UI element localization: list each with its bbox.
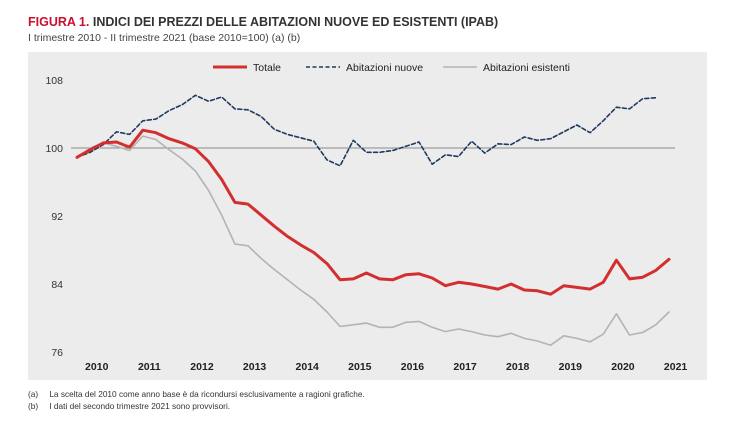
y-tick-label: 108 [45,75,63,87]
x-tick-label: 2017 [453,361,477,373]
x-tick-label: 2013 [243,361,267,373]
legend-label: Abitazioni nuove [346,62,423,74]
x-tick-label: 2012 [190,361,214,373]
footnote-a: (a) La scelta del 2010 come anno base è … [28,388,365,400]
chart-background [28,52,707,380]
figure-title-text: INDICI DEI PREZZI DELLE ABITAZIONI NUOVE… [92,15,499,29]
x-tick-label: 2021 [664,361,688,373]
y-tick-label: 84 [51,279,63,291]
x-tick-label: 2010 [85,361,109,373]
x-tick-label: 2014 [296,361,320,373]
series-line-abitazioni-nuove [76,94,657,167]
footnote-b: (b) I dati del secondo trimestre 2021 so… [28,400,365,412]
footnotes: (a) La scelta del 2010 come anno base è … [28,388,365,412]
y-tick-label: 76 [51,347,63,359]
figure-title: FIGURA 1. INDICI DEI PREZZI DELLE ABITAZ… [28,15,498,29]
footnote-text: I dati del secondo trimestre 2021 sono p… [49,401,231,411]
x-tick-label: 2020 [611,361,635,373]
legend-label: Abitazioni esistenti [483,62,570,74]
footnote-key: (b) [28,401,39,411]
x-tick-label: 2019 [559,361,583,373]
y-tick-label: 100 [45,143,63,155]
x-tick-label: 2018 [506,361,530,373]
series-line-totale [75,128,671,296]
series-line-abitazioni-esistenti [76,135,670,347]
figure-subtitle: I trimestre 2010 - II trimestre 2021 (ba… [28,32,301,44]
x-tick-label: 2015 [348,361,372,373]
footnote-text: La scelta del 2010 come anno base è da r… [49,389,365,399]
chart-area: 76 84 92 100 108 2010 2011 2012 2013 2014 2015 2016… [28,52,707,380]
line-chart: 76 84 92 100 108 2010 2011 2012 2013 2014 2015 2016… [28,52,707,380]
x-tick-label: 2011 [138,361,161,373]
figure-title-prefix: FIGURA 1. [28,15,90,29]
footnote-key: (a) [28,389,39,399]
x-tick-label: 2016 [401,361,425,373]
y-tick-label: 92 [51,211,63,223]
legend-label: Totale [253,62,281,74]
